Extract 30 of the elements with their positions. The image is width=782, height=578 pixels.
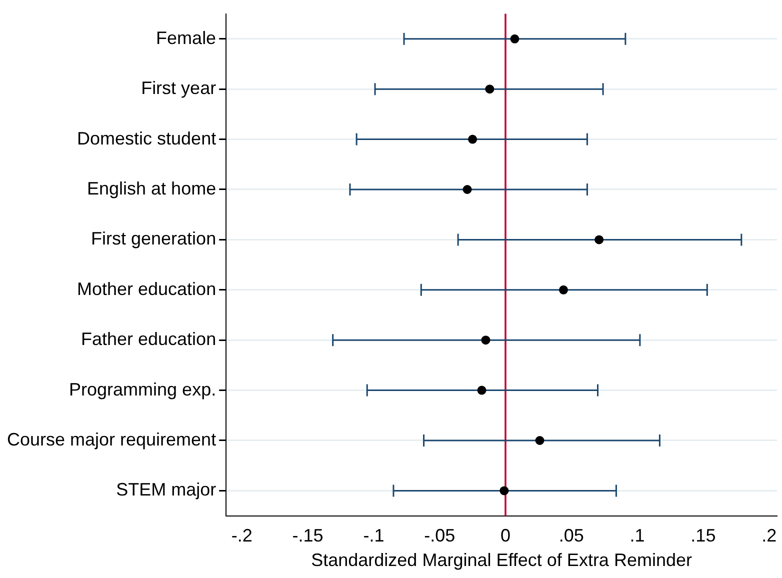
y-tick-label: Father education [80,329,216,350]
x-tick-label: .2 [762,526,777,546]
point [535,436,544,445]
y-tick-label: Course major requirement [6,429,216,450]
x-tick-label: .15 [690,526,716,546]
y-tick-label: Domestic student [77,128,216,148]
y-tick-label: First year [141,78,216,98]
point [485,84,494,94]
y-tick-label: English at home [87,178,216,198]
x-axis-title: Standardized Marginal Effect of Extra Reminder [311,550,692,570]
x-tick-label: -.2 [231,526,252,546]
point [468,134,478,144]
y-tick-label: Female [156,28,216,48]
x-tick-label: .1 [630,526,645,546]
x-tick-label: .05 [558,526,584,546]
point [500,486,509,496]
y-tick-label: First generation [91,228,216,249]
point [510,34,520,44]
point [477,386,486,395]
x-tick-label: -.1 [363,526,384,546]
y-tick-label: Programming exp. [69,379,216,400]
x-tick-label: -.15 [292,526,324,546]
point [462,185,472,194]
point [481,336,490,345]
point [558,285,568,294]
y-tick-label: STEM major [116,480,216,500]
x-tick-label: -.05 [424,526,456,546]
y-tick-label: Mother education [76,278,216,299]
point [594,235,604,244]
x-tick-label: 0 [500,526,511,546]
